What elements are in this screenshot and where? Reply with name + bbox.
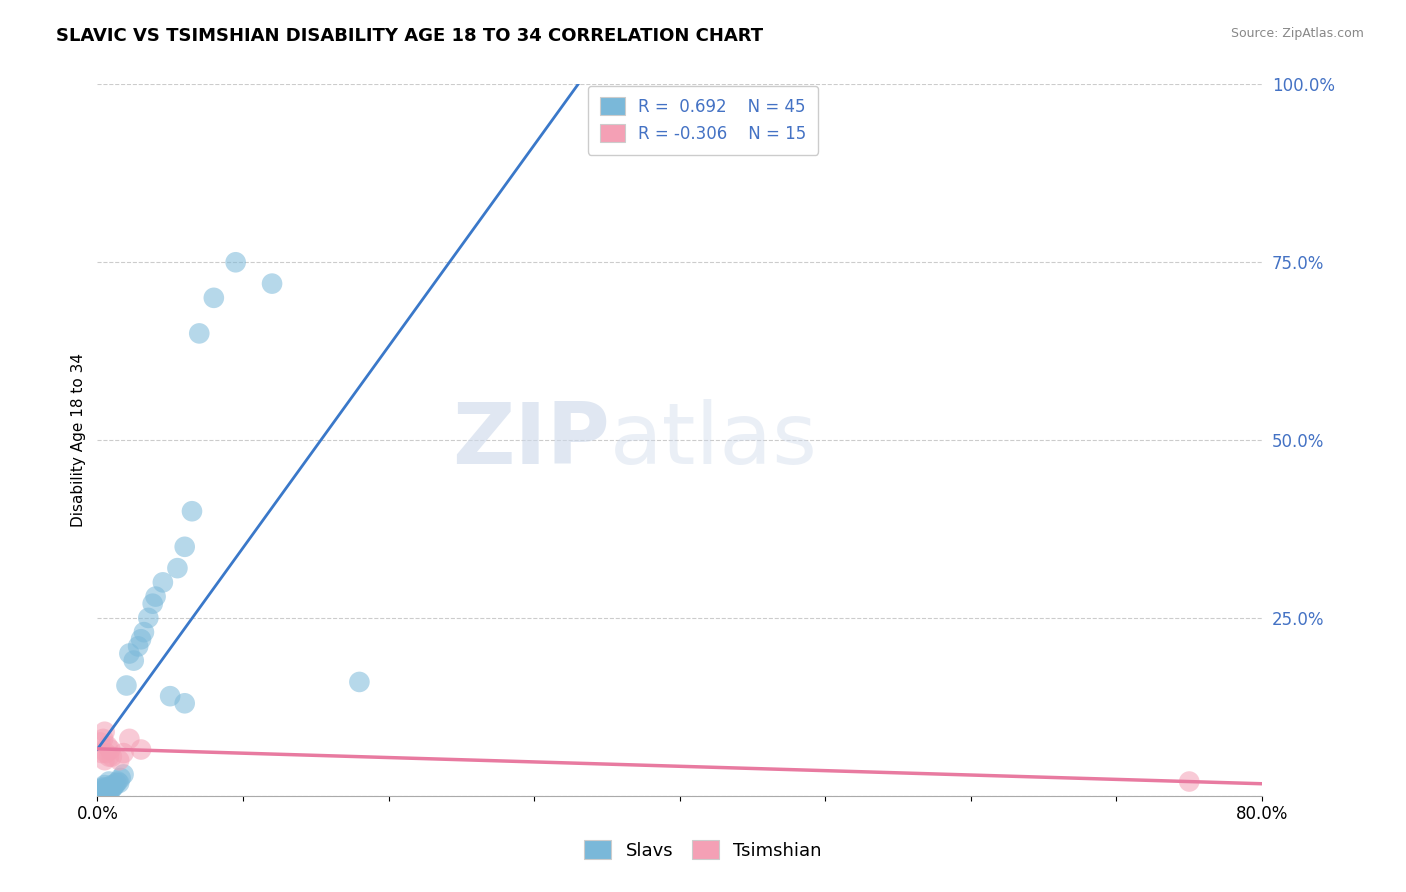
Point bbox=[142, 597, 165, 611]
Point bbox=[101, 781, 124, 796]
Point bbox=[96, 739, 118, 753]
Point bbox=[118, 647, 141, 661]
Point bbox=[93, 753, 115, 767]
Point bbox=[98, 784, 121, 798]
Point bbox=[166, 561, 188, 575]
Point bbox=[122, 654, 145, 668]
Point bbox=[225, 255, 247, 269]
Legend: Slavs, Tsimshian: Slavs, Tsimshian bbox=[569, 825, 837, 874]
Point bbox=[89, 735, 111, 749]
Point bbox=[101, 749, 124, 764]
Point bbox=[101, 778, 124, 792]
Point bbox=[98, 774, 121, 789]
Point bbox=[118, 731, 141, 746]
Point bbox=[152, 575, 174, 590]
Point bbox=[129, 632, 152, 647]
Point bbox=[136, 611, 159, 625]
Legend: R =  0.692    N = 45, R = -0.306    N = 15: R = 0.692 N = 45, R = -0.306 N = 15 bbox=[588, 86, 818, 154]
Point bbox=[100, 742, 122, 756]
Text: atlas: atlas bbox=[610, 399, 818, 482]
Point bbox=[112, 746, 135, 760]
Point bbox=[96, 783, 118, 797]
Point bbox=[89, 785, 111, 799]
Point bbox=[132, 625, 155, 640]
Point bbox=[90, 746, 112, 760]
Point bbox=[173, 540, 195, 554]
Point bbox=[94, 781, 117, 796]
Point bbox=[129, 742, 152, 756]
Point bbox=[107, 774, 129, 789]
Point bbox=[127, 640, 149, 654]
Text: Source: ZipAtlas.com: Source: ZipAtlas.com bbox=[1230, 27, 1364, 40]
Point bbox=[96, 780, 118, 795]
Point bbox=[181, 504, 204, 518]
Point bbox=[202, 291, 225, 305]
Point bbox=[260, 277, 283, 291]
Point bbox=[91, 785, 114, 799]
Point bbox=[173, 696, 195, 710]
Point bbox=[104, 778, 127, 792]
Text: SLAVIC VS TSIMSHIAN DISABILITY AGE 18 TO 34 CORRELATION CHART: SLAVIC VS TSIMSHIAN DISABILITY AGE 18 TO… bbox=[56, 27, 763, 45]
Point bbox=[640, 134, 662, 148]
Point bbox=[90, 783, 112, 797]
Point bbox=[105, 776, 128, 790]
Point bbox=[159, 689, 181, 703]
Point bbox=[188, 326, 211, 341]
Point bbox=[93, 724, 115, 739]
Point bbox=[110, 771, 132, 785]
Text: ZIP: ZIP bbox=[453, 399, 610, 482]
Point bbox=[108, 776, 131, 790]
Point bbox=[91, 780, 114, 795]
Point bbox=[98, 749, 121, 764]
Point bbox=[94, 746, 117, 760]
Point bbox=[103, 780, 125, 795]
Point bbox=[349, 675, 371, 690]
Point bbox=[94, 785, 117, 799]
Point bbox=[145, 590, 167, 604]
Point bbox=[91, 731, 114, 746]
Point bbox=[93, 784, 115, 798]
Y-axis label: Disability Age 18 to 34: Disability Age 18 to 34 bbox=[72, 353, 86, 527]
Point bbox=[100, 783, 122, 797]
Point bbox=[112, 767, 135, 781]
Point bbox=[93, 787, 115, 801]
Point bbox=[1178, 774, 1201, 789]
Point bbox=[115, 679, 138, 693]
Point bbox=[90, 781, 112, 796]
Point bbox=[108, 753, 131, 767]
Point bbox=[93, 778, 115, 792]
